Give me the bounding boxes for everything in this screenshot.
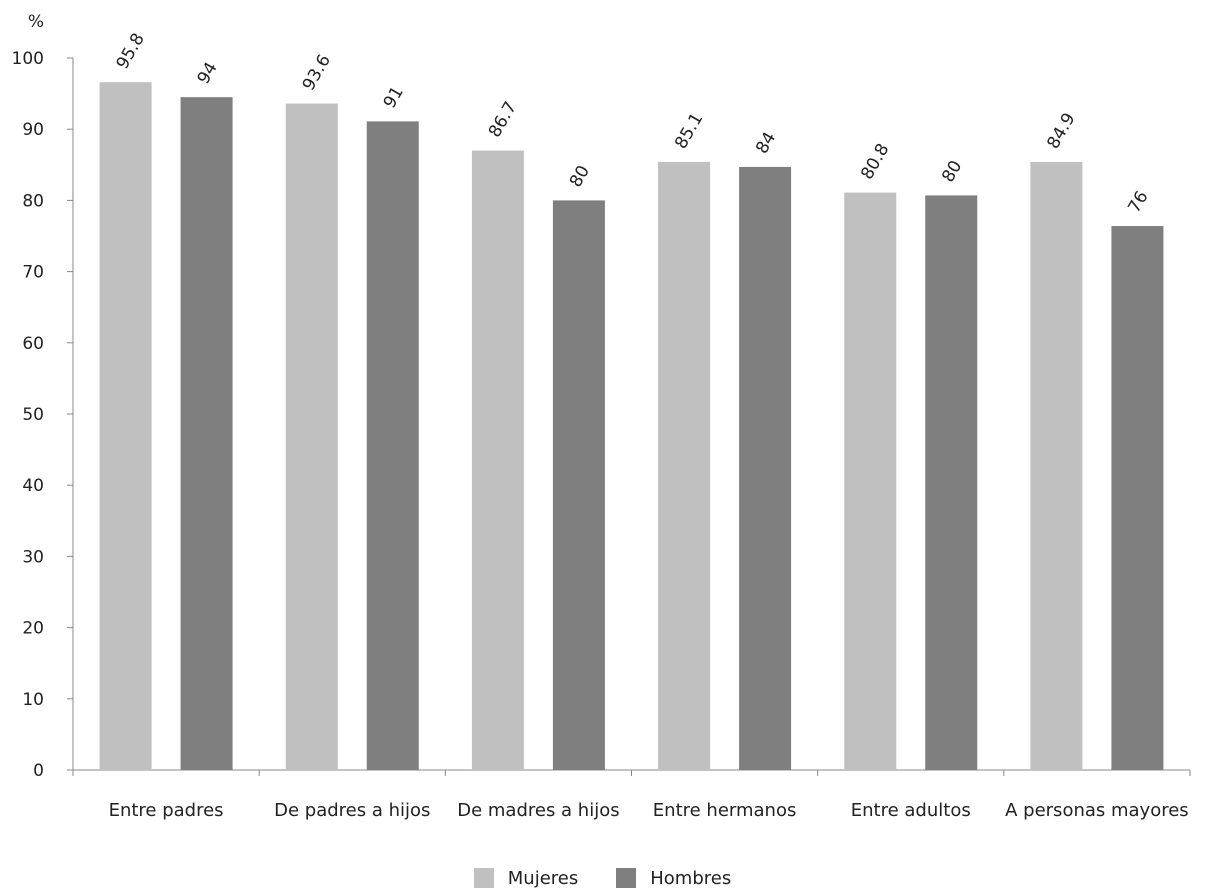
bar-mujeres — [658, 161, 711, 770]
data-label-hombres: 80 — [566, 162, 594, 191]
bar-mujeres — [844, 192, 897, 770]
y-tick-label: 90 — [22, 120, 44, 140]
bar-mujeres — [99, 82, 152, 770]
legend-item-hombres: Hombres — [616, 868, 731, 889]
data-label-mujeres: 93.6 — [299, 51, 335, 94]
y-tick-label: 50 — [22, 405, 44, 425]
data-label-hombres: 94 — [194, 59, 222, 88]
legend-label-mujeres: Mujeres — [507, 867, 579, 889]
legend: Mujeres Hombres — [0, 866, 1205, 890]
data-label-hombres: 80 — [938, 157, 966, 186]
legend-item-mujeres: Mujeres — [473, 867, 579, 889]
data-label-mujeres: 80.8 — [857, 140, 893, 183]
y-tick-label: 100 — [12, 49, 44, 69]
data-labels-group: 95.8 94 93.6 91 86.7 80 85.1 84 80.8 80 84.9 76 — [113, 30, 1153, 217]
x-axis — [72, 769, 1191, 776]
bar-hombres — [552, 200, 605, 770]
data-label-mujeres: 86.7 — [485, 98, 521, 141]
category-label: De madres a hijos — [457, 800, 619, 821]
legend-swatch-mujeres — [473, 868, 494, 888]
category-label: De padres a hijos — [274, 800, 430, 821]
bar-hombres — [925, 195, 978, 770]
y-tick-label: 60 — [22, 334, 44, 354]
bars-group — [99, 82, 1164, 771]
y-tick-label: 80 — [22, 191, 44, 211]
bar-hombres — [739, 166, 792, 770]
bar-mujeres — [1030, 161, 1083, 770]
data-label-hombres: 76 — [1124, 188, 1152, 217]
legend-swatch-hombres — [616, 868, 637, 888]
bar-mujeres — [285, 103, 338, 771]
bar-hombres — [1111, 226, 1164, 771]
data-label-hombres: 91 — [380, 83, 408, 112]
bar-hombres — [180, 97, 233, 770]
category-label: Entre hermanos — [653, 800, 797, 821]
category-label: Entre adultos — [851, 800, 971, 821]
category-labels-group: Entre padres De padres a hijos De madres a… — [109, 800, 1189, 821]
category-label: Entre padres — [109, 800, 224, 821]
y-tick-label: 20 — [22, 619, 44, 639]
data-label-mujeres: 85.1 — [671, 110, 707, 153]
y-tick-label: 10 — [22, 690, 44, 710]
category-label: A personas mayores — [1005, 800, 1189, 821]
data-label-mujeres: 84.9 — [1043, 110, 1079, 153]
y-axis: 0 10 20 30 40 50 60 70 80 90 100 — [12, 49, 74, 781]
y-tick-label: 40 — [22, 476, 44, 496]
bar-hombres — [366, 121, 419, 771]
y-tick-label: 30 — [22, 547, 44, 567]
y-tick-label: 70 — [22, 263, 44, 283]
y-tick-label: 0 — [33, 761, 44, 781]
data-label-mujeres: 95.8 — [113, 30, 149, 73]
legend-label-hombres: Hombres — [650, 867, 732, 889]
y-axis-unit-label: % — [28, 12, 44, 32]
data-label-hombres: 84 — [752, 129, 780, 158]
bar-mujeres — [471, 150, 524, 770]
